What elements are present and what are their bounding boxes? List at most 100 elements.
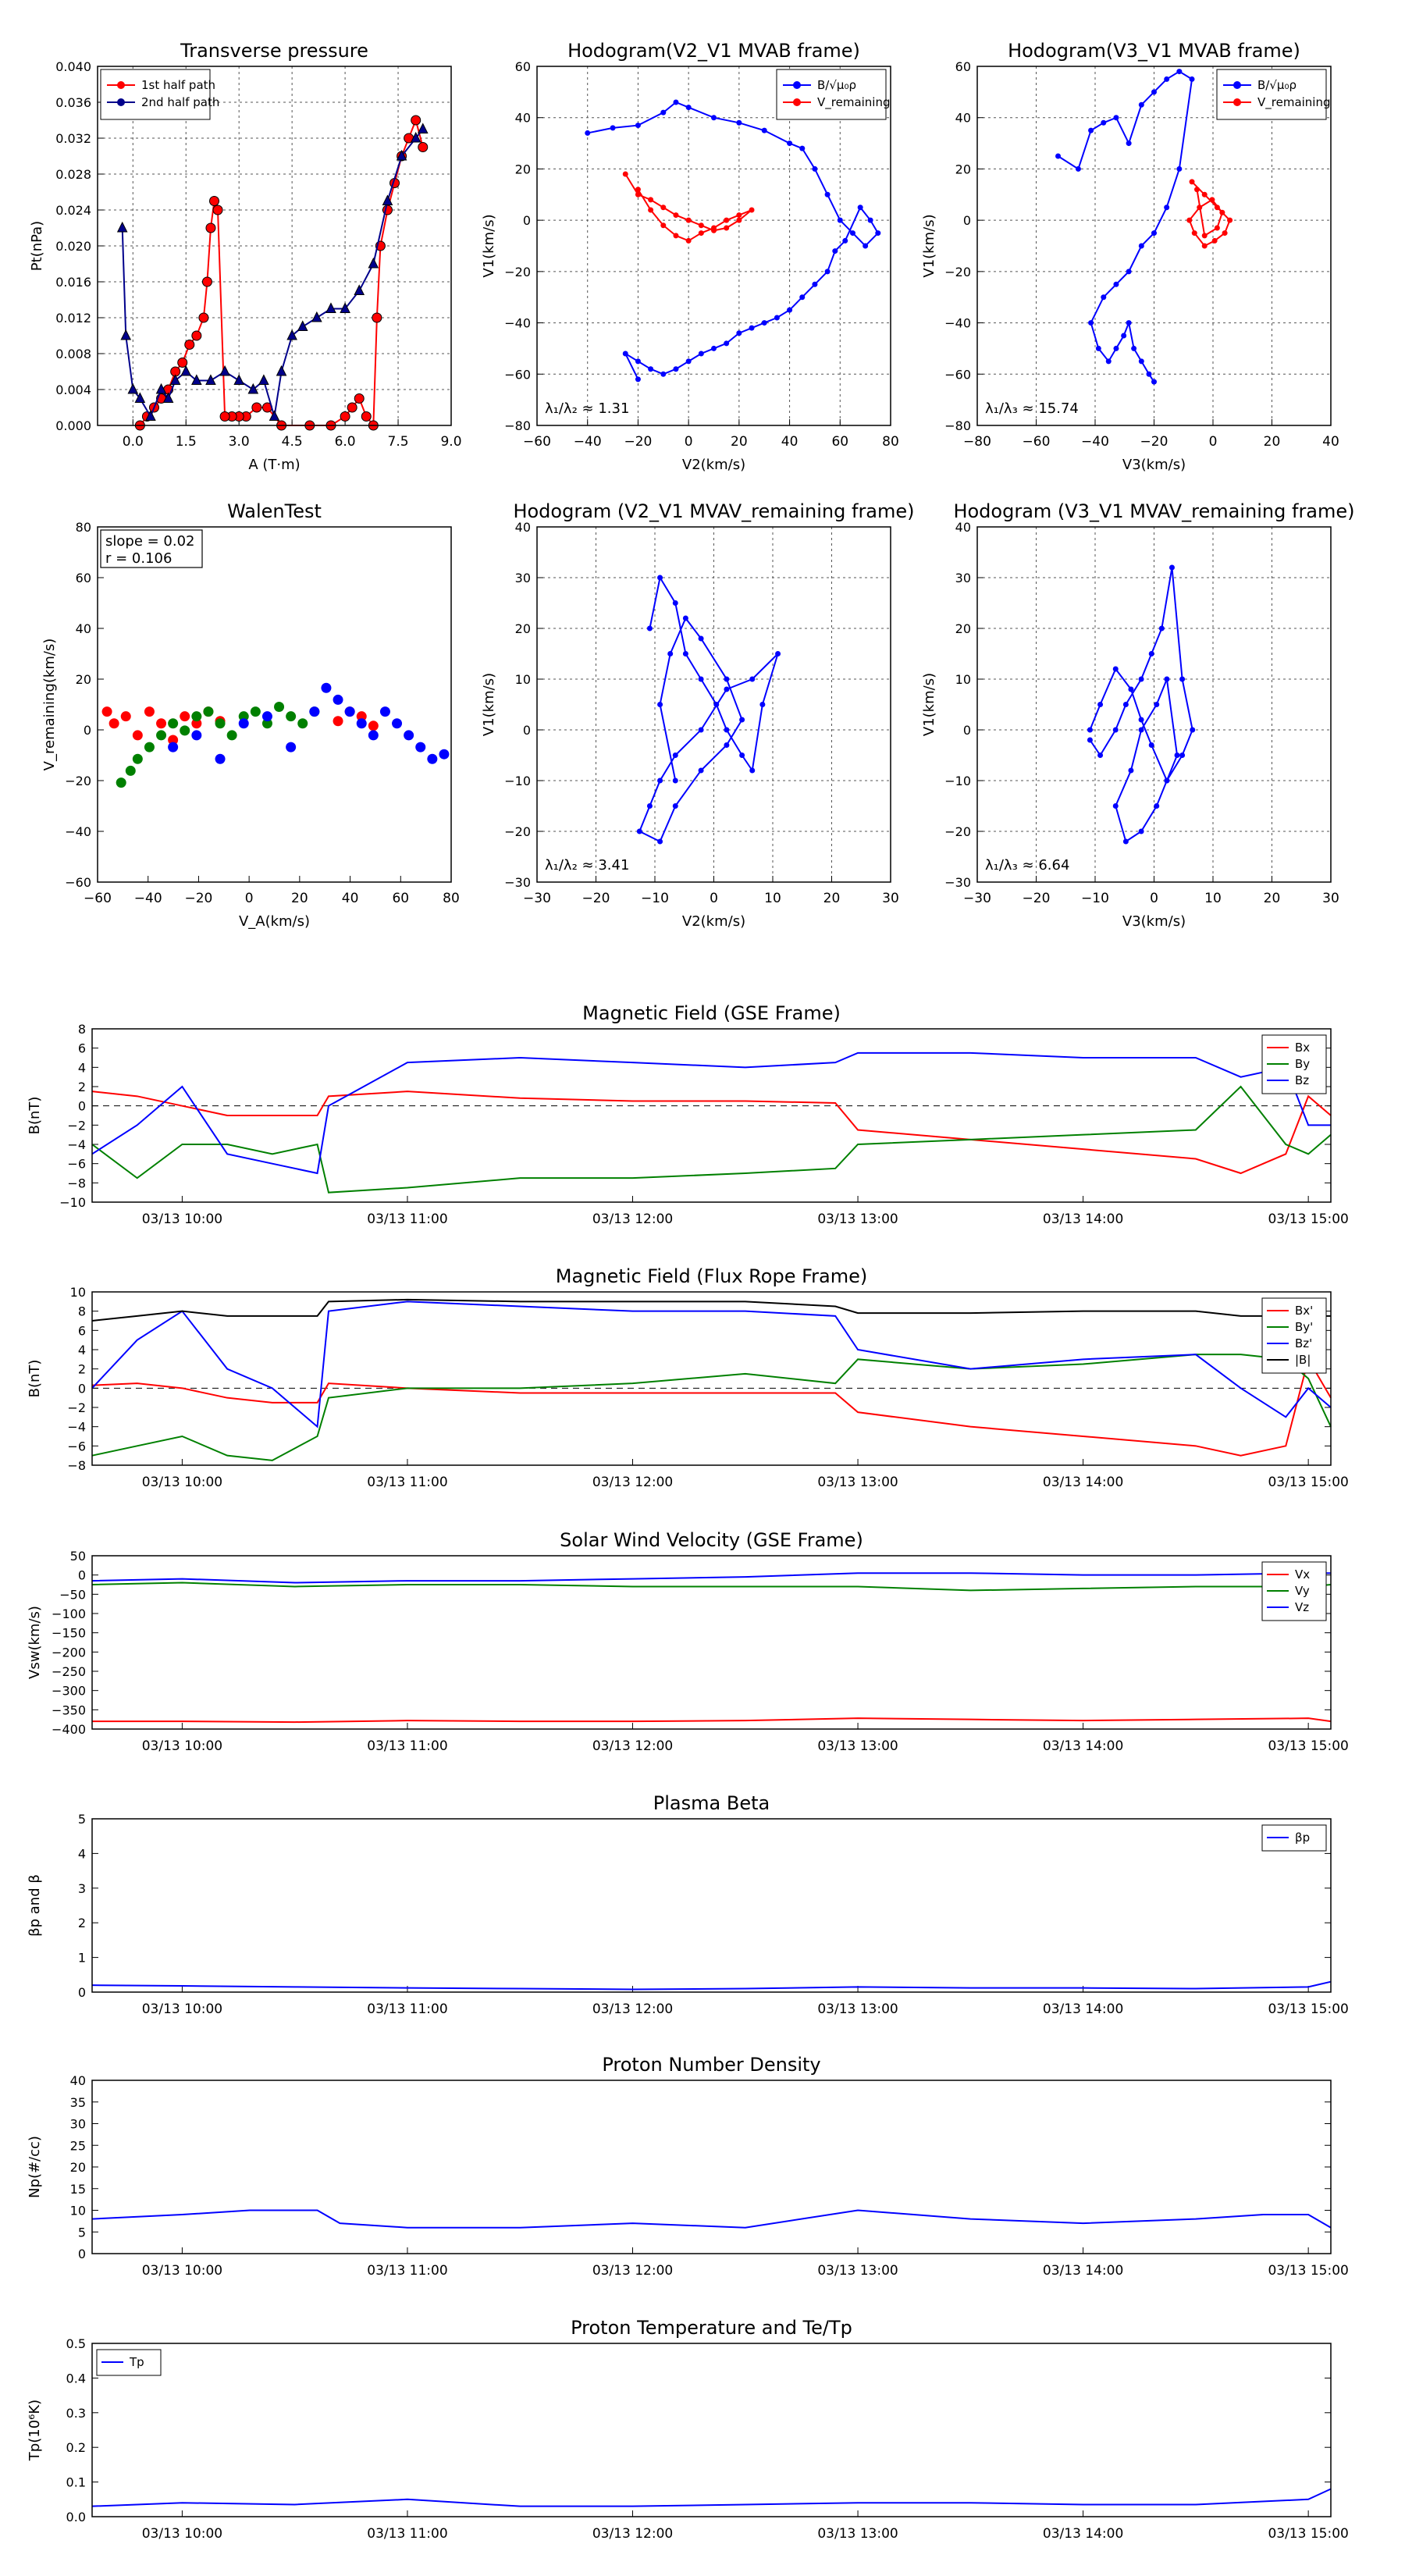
axes-frame	[91, 2343, 1332, 2517]
data-point	[1126, 320, 1132, 326]
x-tick-label: 03/13 12:00	[592, 1738, 673, 1754]
series-line	[91, 1300, 1332, 1429]
data-point	[1164, 205, 1170, 211]
x-tick-label: 10	[1204, 891, 1222, 906]
x-tick-label: 03/13 10:00	[142, 2263, 222, 2279]
data-point	[191, 730, 202, 741]
y-tick-label: 50	[70, 1549, 86, 1564]
data-point	[156, 718, 167, 729]
data-point	[208, 196, 219, 206]
x-tick-label: −30	[963, 891, 991, 906]
data-point	[739, 753, 745, 758]
panel-title: Proton Temperature and Te/Tp	[571, 2317, 852, 2339]
data-point	[1219, 209, 1225, 215]
y-axis-label: B(nT)	[27, 1097, 43, 1135]
y-tick-label: −50	[59, 1587, 86, 1602]
y-tick-label: 0.008	[55, 347, 91, 361]
panel-vsw: −400 −350 −300 −250 −200 −150 −100 −50 0 50 03/13 …	[27, 1529, 1349, 1754]
legend: B/√μ₀ρ V_remaining	[1216, 69, 1331, 120]
y-tick-label: 40	[76, 621, 91, 636]
data-point	[261, 711, 272, 722]
y-tick-label: 25	[70, 2138, 86, 2153]
y-tick-label: −80	[944, 418, 971, 433]
data-point	[297, 718, 308, 729]
data-point	[415, 742, 426, 753]
data-point	[736, 330, 742, 336]
data-point	[127, 382, 139, 394]
legend-label: Vy	[1295, 1584, 1310, 1598]
data-point	[162, 392, 174, 403]
y-axis-label: βp and β	[27, 1874, 43, 1937]
data-point	[837, 217, 843, 223]
x-tick-label: 03/13 12:00	[592, 2263, 673, 2279]
y-tick-label: −60	[944, 367, 971, 382]
x-tick-label: 40	[781, 434, 799, 450]
panel-bgse: −10 −8 −6 −4 −2 0 2 4 6 8 03/13 10:00 03/13 11:00 03…	[27, 1002, 1349, 1227]
data-point	[1189, 76, 1195, 82]
y-tick-label: 35	[70, 2095, 86, 2110]
x-tick-label: 03/13 14:00	[1043, 1738, 1123, 1754]
y-tick-label: 0.0	[66, 2510, 86, 2524]
y-tick-label: −6	[67, 1439, 86, 1453]
y-tick-label: 0.012	[55, 311, 91, 326]
data-point	[1189, 179, 1195, 185]
data-point	[724, 340, 730, 347]
x-tick-label: 03/13 13:00	[817, 2001, 898, 2017]
data-point	[238, 711, 249, 722]
data-point	[1222, 230, 1228, 237]
x-tick-label: 03/13 12:00	[592, 1212, 673, 1227]
legend-label: B/√μ₀ρ	[1257, 78, 1297, 92]
data-point	[226, 730, 237, 741]
y-tick-label: 0	[523, 213, 531, 228]
data-point	[736, 119, 742, 126]
panel-h3: −30 −20 −10 0 10 20 30 −30 −20 −10 0 10 20 30 40Hodogr…	[481, 500, 915, 930]
panel-title: Solar Wind Velocity (GSE Frame)	[560, 1529, 863, 1551]
y-tick-label: −60	[65, 875, 91, 890]
y-tick-label: 0.5	[66, 2336, 86, 2351]
y-tick-label: 20	[70, 2160, 86, 2175]
data-point	[354, 284, 365, 295]
x-tick-label: −60	[84, 891, 112, 906]
legend-label: Bz	[1295, 1073, 1309, 1087]
data-point	[857, 205, 863, 211]
data-point	[636, 828, 642, 834]
data-point	[144, 706, 155, 717]
x-tick-label: 4.5	[282, 434, 303, 450]
x-tick-label: 03/13 12:00	[592, 2001, 673, 2017]
data-point	[660, 371, 667, 377]
y-tick-label: 30	[70, 2117, 86, 2132]
data-point	[812, 165, 818, 172]
data-point	[711, 115, 717, 121]
series-line	[91, 1357, 1332, 1457]
legend: B/√μ₀ρ V_remaining	[776, 69, 891, 120]
panel-title: WalenTest	[227, 500, 322, 522]
data-point	[622, 350, 628, 357]
legend-label: Tp	[129, 2355, 144, 2369]
data-point	[382, 194, 393, 205]
y-tick-label: −200	[52, 1645, 86, 1660]
x-tick-label: 0	[245, 891, 254, 906]
data-point	[698, 767, 704, 774]
x-tick-label: 03/13 14:00	[1043, 1212, 1123, 1227]
data-point	[672, 753, 678, 758]
y-tick-label: −40	[944, 316, 971, 331]
data-point	[396, 149, 407, 161]
axes-frame	[976, 66, 1332, 426]
legend-marker	[117, 81, 125, 89]
panel-np: 0 5 10 15 20 25 30 35 40 03/13 10:00 03/13 11:00 03…	[27, 2054, 1349, 2279]
x-axis-label: V3(km/s)	[1122, 457, 1186, 473]
data-point	[685, 217, 692, 223]
data-point	[1158, 625, 1165, 632]
y-tick-label: −10	[59, 1195, 86, 1210]
x-tick-label: −20	[582, 891, 610, 906]
x-tick-label: 80	[443, 891, 460, 906]
data-point	[356, 711, 367, 722]
legend-label: By'	[1295, 1320, 1313, 1334]
y-tick-label: 0.032	[55, 131, 91, 146]
data-point	[177, 358, 188, 368]
x-tick-label: 03/13 10:00	[142, 1475, 222, 1490]
x-tick-label: 03/13 13:00	[817, 2263, 898, 2279]
y-tick-label: 6	[78, 1041, 86, 1056]
data-point	[682, 651, 688, 656]
data-point	[379, 706, 390, 717]
